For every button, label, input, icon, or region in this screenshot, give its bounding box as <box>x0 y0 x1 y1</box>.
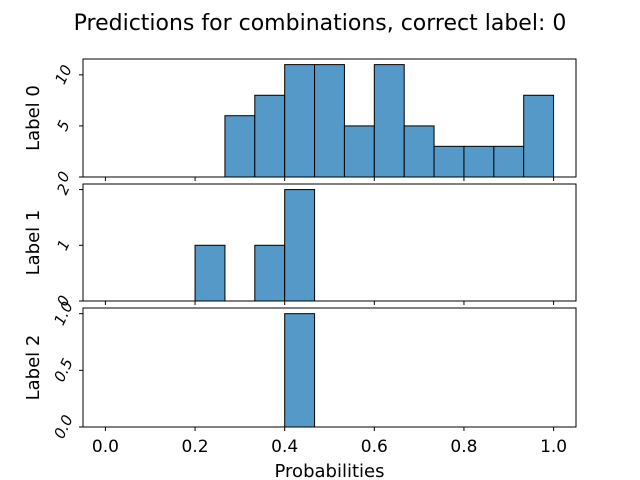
histogram-bar <box>314 64 345 178</box>
histogram-bar <box>403 125 435 178</box>
histogram-bar <box>194 244 226 302</box>
x-tick-label: 0.0 <box>92 437 119 457</box>
y-axis-label: Label 0 <box>23 85 44 151</box>
x-tick-label: 0.8 <box>450 437 477 457</box>
histogram-bar <box>373 64 405 178</box>
histogram-bar <box>284 189 316 302</box>
histogram-bar <box>433 145 465 178</box>
x-tick-label: 0.6 <box>361 437 388 457</box>
figure-title: Predictions for combinations, correct la… <box>74 11 567 36</box>
histogram-bar <box>254 94 286 178</box>
x-tick-label: 0.4 <box>271 437 298 457</box>
x-tick-label: 0.2 <box>182 437 209 457</box>
histogram-bar <box>523 94 555 178</box>
histogram-bar <box>493 145 525 178</box>
y-axis-label: Label 2 <box>23 335 44 401</box>
histogram-bar <box>343 125 375 178</box>
x-tick-label: 1.0 <box>540 437 567 457</box>
histogram-bar <box>224 115 256 178</box>
axes-frame <box>82 58 577 178</box>
axes-frame <box>82 183 577 302</box>
x-axis-label: Probabilities <box>275 461 385 480</box>
histogram-bar <box>254 244 286 302</box>
histogram-bar <box>284 64 316 178</box>
histogram-bar <box>284 313 316 428</box>
y-axis-label: Label 1 <box>23 210 44 276</box>
histogram-bar <box>463 145 495 178</box>
axes-frame <box>82 307 577 428</box>
